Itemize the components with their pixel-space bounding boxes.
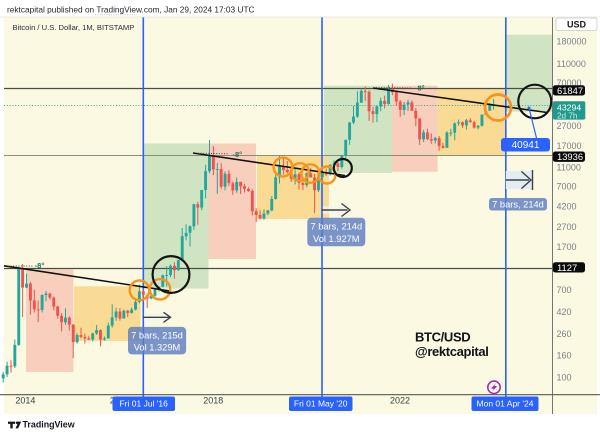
svg-text:2022: 2022: [390, 395, 410, 405]
svg-text:260: 260: [557, 329, 572, 339]
svg-text:2700: 2700: [557, 222, 577, 232]
svg-text:Fri 01 May '20: Fri 01 May '20: [294, 399, 348, 409]
svg-text:180000: 180000: [557, 37, 587, 47]
svg-text:27000: 27000: [557, 121, 582, 131]
svg-text:17000: 17000: [557, 141, 582, 151]
svg-text:Bitcoin / U.S. Dollar, 1M, BIT: Bitcoin / U.S. Dollar, 1M, BITSTAMP: [13, 23, 135, 32]
svg-text:rektcapital published on Tradi: rektcapital published on TradingView.com…: [7, 4, 255, 14]
svg-text:7 bars, 215d: 7 bars, 215d: [131, 330, 183, 340]
svg-text:4200: 4200: [557, 202, 577, 212]
svg-text:TradingView: TradingView: [23, 420, 75, 430]
svg-text:Vol 1.927M: Vol 1.927M: [313, 234, 360, 244]
svg-text:40941: 40941: [512, 140, 540, 151]
svg-text:160: 160: [557, 351, 572, 361]
svg-text:Mon 01 Apr '24: Mon 01 Apr '24: [477, 399, 534, 409]
svg-text:USD: USD: [567, 19, 587, 29]
svg-text:700: 700: [557, 285, 572, 295]
svg-text:2014: 2014: [15, 395, 35, 405]
svg-text:13936: 13936: [557, 151, 583, 162]
svg-text:-8°: -8°: [35, 261, 45, 270]
svg-text:1127: 1127: [557, 262, 577, 273]
svg-text:61847: 61847: [557, 85, 583, 96]
svg-text:7000: 7000: [557, 181, 577, 191]
svg-text:2d 7h: 2d 7h: [557, 112, 578, 121]
svg-text:7 bars, 214d: 7 bars, 214d: [492, 199, 544, 209]
svg-text:2018: 2018: [203, 395, 223, 405]
svg-text:110000: 110000: [557, 59, 586, 69]
svg-text:Fri 01 Jul '16: Fri 01 Jul '16: [119, 399, 168, 409]
svg-text:11000: 11000: [557, 163, 581, 173]
svg-text:@rektcapital: @rektcapital: [415, 344, 489, 359]
svg-text:-8°: -8°: [415, 84, 425, 93]
svg-text:7 bars, 214d: 7 bars, 214d: [310, 222, 362, 232]
svg-text:-8°: -8°: [232, 150, 242, 159]
svg-text:420: 420: [557, 307, 572, 317]
svg-text:BTC/USD: BTC/USD: [415, 330, 470, 345]
svg-text:100: 100: [557, 373, 572, 383]
svg-text:Vol 1.329M: Vol 1.329M: [134, 343, 181, 353]
svg-text:1700: 1700: [557, 242, 577, 252]
